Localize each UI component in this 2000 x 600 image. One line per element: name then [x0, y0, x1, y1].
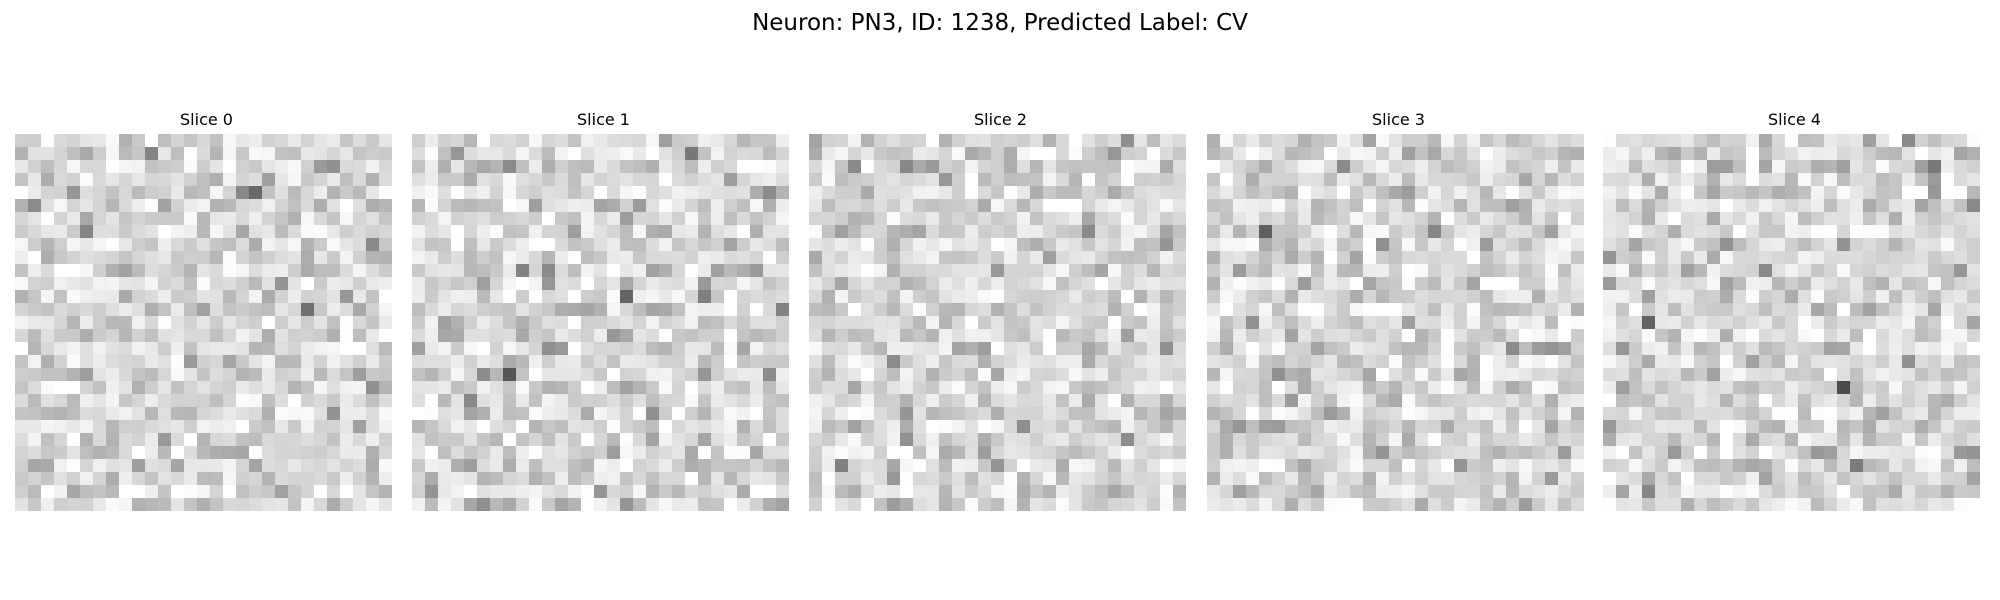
panel-title: Slice 0 — [180, 110, 233, 129]
panel-title: Slice 1 — [577, 110, 630, 129]
slice-image — [809, 134, 1192, 517]
panel-title: Slice 4 — [1768, 110, 1821, 129]
panel-title: Slice 3 — [1372, 110, 1425, 129]
slice-image — [412, 134, 795, 517]
slice-image — [1207, 134, 1590, 517]
slice-image — [1603, 134, 1986, 517]
slice-image — [15, 134, 398, 517]
figure-title: Neuron: PN3, ID: 1238, Predicted Label: … — [752, 10, 1248, 36]
panel-title: Slice 2 — [974, 110, 1027, 129]
